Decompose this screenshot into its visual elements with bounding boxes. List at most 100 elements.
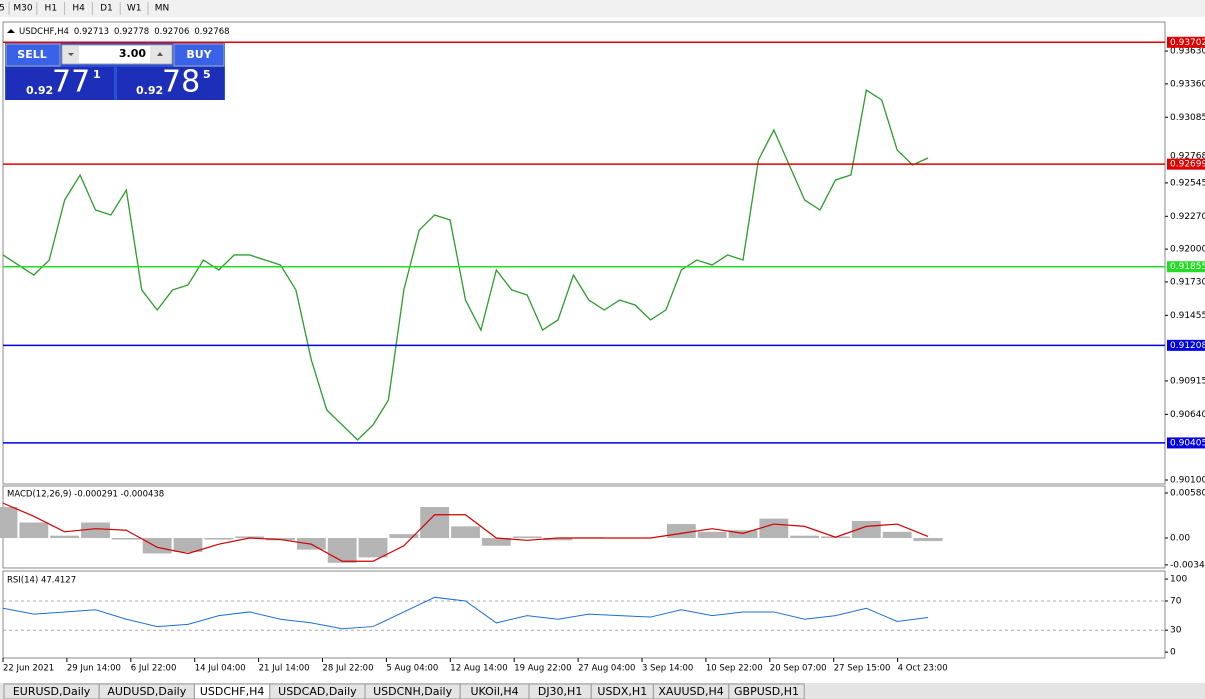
timeframe-button[interactable]: H1 [45, 4, 58, 14]
ohlc-value: 0.92768 [194, 27, 229, 37]
ohlc-value: 0.92706 [154, 27, 189, 37]
tab-label[interactable]: UKOil,H4 [470, 685, 518, 698]
macd-label: MACD(12,26,9) -0.000291 -0.000438 [7, 490, 164, 500]
level-label: 0.91855 [1170, 262, 1205, 272]
y-tick-label: 0.91730 [1170, 277, 1205, 287]
ohlc-value: 0.92778 [114, 27, 149, 37]
trade-panel [5, 43, 225, 100]
x-tick-label: 10 Sep 22:00 [706, 664, 763, 674]
lots-field[interactable] [61, 44, 173, 65]
timeframe-button[interactable]: D1 [100, 4, 113, 14]
macd-bar [111, 538, 141, 540]
y-tick-label: 0.00 [1170, 534, 1190, 544]
y-tick-label: 0.92545 [1170, 178, 1205, 188]
x-tick-label: 5 Aug 04:00 [386, 664, 438, 674]
macd-bar [481, 538, 511, 546]
sell-button[interactable] [5, 43, 61, 67]
y-tick-label: 30 [1170, 626, 1182, 636]
tab[interactable] [728, 683, 805, 699]
buy-label: BUY [186, 48, 212, 61]
y-tick-label: 0.92000 [1170, 245, 1205, 255]
tab-label[interactable]: AUDUSD,Daily [107, 685, 186, 698]
y-tick-label: -0.00347 [1170, 560, 1205, 570]
level-label: 0.93702 [1170, 38, 1205, 48]
bid-box[interactable] [6, 67, 114, 100]
x-tick-label: 4 Oct 23:00 [898, 664, 948, 674]
macd-pane [2, 485, 1166, 569]
buy-button[interactable] [173, 43, 225, 67]
level-label-bg [1167, 36, 1205, 48]
x-tick-label: 28 Jul 22:00 [323, 664, 374, 674]
ask-big: 78 [162, 65, 200, 100]
ohlc-value: 0.92713 [74, 27, 109, 37]
tab-label[interactable]: USDCHF,H4 [200, 685, 265, 698]
y-tick-label: 0.91455 [1170, 311, 1205, 321]
x-tick-label: 21 Jul 14:00 [259, 664, 310, 674]
tab-label[interactable]: DJ30,H1 [538, 685, 582, 698]
level-label: 0.91208 [1170, 341, 1205, 351]
timeframe-button[interactable]: W1 [127, 4, 142, 14]
rsi-line [2, 596, 929, 630]
macd-bar [389, 534, 419, 539]
rsi-label: RSI(14) 47.4127 [7, 576, 76, 586]
ask-sup: 5 [203, 68, 211, 81]
x-tick-label: 20 Sep 07:00 [770, 664, 827, 674]
y-tick-label: 100 [1170, 575, 1187, 585]
macd-bar [81, 522, 110, 539]
ask-prefix: 0.92 [136, 84, 163, 97]
lots-value: 3.00 [119, 47, 146, 60]
level-label-bg [1167, 158, 1205, 170]
y-tick-label: 0.92270 [1170, 212, 1205, 222]
macd-bar [327, 538, 357, 563]
symbol: USDCHF,H4 [19, 27, 69, 37]
tab-label[interactable]: USDX,H1 [597, 685, 647, 698]
price-line [2, 88, 929, 441]
macd-bar [666, 524, 696, 539]
y-tick-label: 0.93630 [1170, 47, 1205, 57]
bid-prefix: 0.92 [26, 84, 53, 97]
macd-signal [2, 502, 929, 562]
macd-bar [543, 538, 573, 541]
timeframe-button[interactable]: MN [155, 4, 170, 14]
tab-label[interactable]: EURUSD,Daily [13, 685, 91, 698]
x-tick-label: 14 Jul 04:00 [195, 664, 246, 674]
y-tick-label: 0.005809 [1170, 488, 1205, 498]
macd-bar [882, 531, 912, 539]
sell-label: SELL [17, 48, 46, 61]
y-tick-label: 70 [1170, 596, 1182, 606]
macd-bar [728, 530, 758, 539]
macd-bar [235, 536, 265, 539]
macd-bar [512, 536, 542, 539]
tab-label[interactable]: XAUUSD,H4 [658, 685, 723, 698]
level-label-bg [1167, 339, 1205, 351]
tab-label[interactable]: USDCNH,Daily [373, 685, 453, 698]
toolbar [0, 0, 1205, 17]
macd-bar [790, 535, 820, 539]
x-tick-label: 22 Jun 2021 [3, 664, 54, 674]
x-tick-label: 27 Sep 15:00 [834, 664, 891, 674]
level-label-bg [1167, 261, 1205, 273]
current-price-label: 0.92768 [1170, 151, 1205, 161]
x-tick-label: 27 Aug 04:00 [578, 664, 635, 674]
x-tick-label: 3 Sep 14:00 [642, 664, 693, 674]
timeframe-button[interactable]: H4 [72, 4, 85, 14]
tab-label[interactable]: GBPUSD,H1 [734, 685, 799, 698]
ask-box[interactable] [117, 67, 224, 100]
timeframe-button[interactable]: M30 [13, 4, 32, 14]
bid-sup: 1 [93, 68, 101, 81]
timeframe-button[interactable]: 5 [0, 4, 5, 14]
macd-bar [759, 518, 789, 539]
y-tick-label: 0 [1170, 648, 1176, 658]
x-tick-label: 6 Jul 22:00 [131, 664, 177, 674]
x-tick-label: 29 Jun 14:00 [67, 664, 121, 674]
macd-bar [142, 538, 172, 554]
macd-bar [451, 526, 480, 539]
macd-bar [19, 522, 49, 539]
tab-label[interactable]: USDCAD,Daily [278, 685, 357, 698]
macd-bar [0, 507, 18, 539]
y-tick-label: 0.93360 [1170, 79, 1205, 89]
macd-bar [358, 538, 388, 558]
macd-bar [50, 535, 80, 539]
